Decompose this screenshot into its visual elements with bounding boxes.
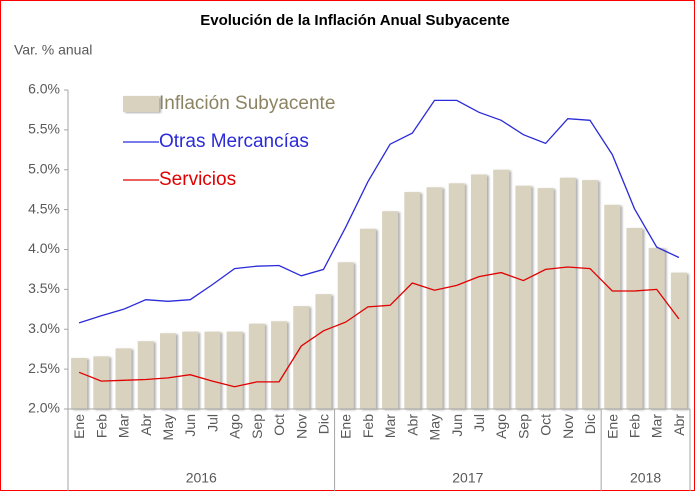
group-label: 2016 bbox=[186, 470, 217, 486]
bar bbox=[648, 247, 665, 409]
x-tick-label: Nov bbox=[293, 414, 309, 439]
line bbox=[78, 266, 680, 388]
bar bbox=[493, 169, 510, 409]
bar bbox=[559, 177, 576, 409]
x-tick-label: Feb bbox=[93, 414, 109, 438]
bar bbox=[182, 331, 199, 409]
x-tick-label: Sep bbox=[249, 414, 265, 439]
bar bbox=[93, 356, 110, 409]
x-tick-label: Ene bbox=[338, 414, 354, 439]
legend-label: Inflación Subyacente bbox=[159, 93, 335, 114]
y-tick-label: 2.0% bbox=[28, 400, 60, 416]
y-tick-label: 3.5% bbox=[28, 280, 60, 296]
bar bbox=[604, 204, 621, 409]
x-tick-label: May bbox=[427, 414, 443, 440]
x-tick-label: Jun bbox=[182, 414, 198, 437]
bar bbox=[248, 323, 265, 409]
x-tick-label: Jul bbox=[204, 414, 220, 432]
line bbox=[78, 99, 680, 324]
bar bbox=[537, 188, 554, 409]
x-tick-label: Ago bbox=[493, 414, 509, 439]
bar bbox=[337, 262, 354, 409]
bar bbox=[626, 227, 643, 409]
bar bbox=[515, 185, 532, 409]
bar bbox=[448, 183, 465, 409]
y-tick-label: 4.5% bbox=[28, 200, 60, 216]
x-tick-label: Abr bbox=[404, 414, 420, 436]
y-tick-label: 5.5% bbox=[28, 121, 60, 137]
x-tick-label: Abr bbox=[671, 414, 687, 436]
x-tick-label: Oct bbox=[538, 414, 554, 436]
bar bbox=[470, 174, 487, 409]
bar bbox=[115, 348, 132, 409]
x-tick-label: Feb bbox=[360, 414, 376, 438]
y-tick-label: 6.0% bbox=[28, 81, 60, 97]
x-tick-label: Ene bbox=[604, 414, 620, 439]
x-tick-label: Dic bbox=[582, 414, 598, 434]
x-tick-label: Sep bbox=[515, 414, 531, 439]
x-tick-label: Jun bbox=[449, 414, 465, 437]
y-axis-label: Var. % anual bbox=[14, 42, 92, 58]
legend-label: Otras Mercancías bbox=[159, 131, 309, 152]
bar bbox=[137, 341, 154, 409]
y-tick-label: 5.0% bbox=[28, 160, 60, 176]
x-tick-label: Ene bbox=[71, 414, 87, 439]
x-tick-label: Mar bbox=[382, 414, 398, 438]
chart-title: Evolución de la Inflación Anual Subyacen… bbox=[200, 12, 510, 29]
bar bbox=[426, 187, 443, 409]
x-tick-label: Feb bbox=[626, 414, 642, 438]
bar bbox=[159, 333, 176, 409]
bar bbox=[271, 321, 288, 409]
bar bbox=[359, 228, 376, 409]
bar bbox=[71, 357, 88, 409]
x-tick-label: Dic bbox=[315, 414, 331, 434]
x-tick-label: Ago bbox=[227, 414, 243, 439]
x-tick-label: Mar bbox=[649, 414, 665, 438]
bar bbox=[382, 211, 399, 409]
bar bbox=[293, 306, 310, 409]
y-tick-label: 4.0% bbox=[28, 240, 60, 256]
y-tick-label: 3.0% bbox=[28, 320, 60, 336]
group-label: 2018 bbox=[630, 470, 661, 486]
bar bbox=[670, 272, 687, 409]
bar bbox=[582, 180, 599, 409]
x-tick-label: Oct bbox=[271, 414, 287, 436]
y-tick-label: 2.5% bbox=[28, 360, 60, 376]
bar bbox=[315, 294, 332, 409]
x-tick-label: Jul bbox=[471, 414, 487, 432]
x-tick-label: Mar bbox=[116, 414, 132, 438]
legend-label: Servicios bbox=[159, 169, 236, 190]
x-tick-label: Abr bbox=[138, 414, 154, 436]
legend-swatch bbox=[123, 96, 159, 112]
group-label: 2017 bbox=[452, 470, 483, 486]
bar bbox=[404, 192, 421, 409]
bar bbox=[226, 331, 243, 409]
x-tick-label: Nov bbox=[560, 414, 576, 439]
x-tick-label: May bbox=[160, 414, 176, 440]
bar bbox=[204, 331, 221, 409]
